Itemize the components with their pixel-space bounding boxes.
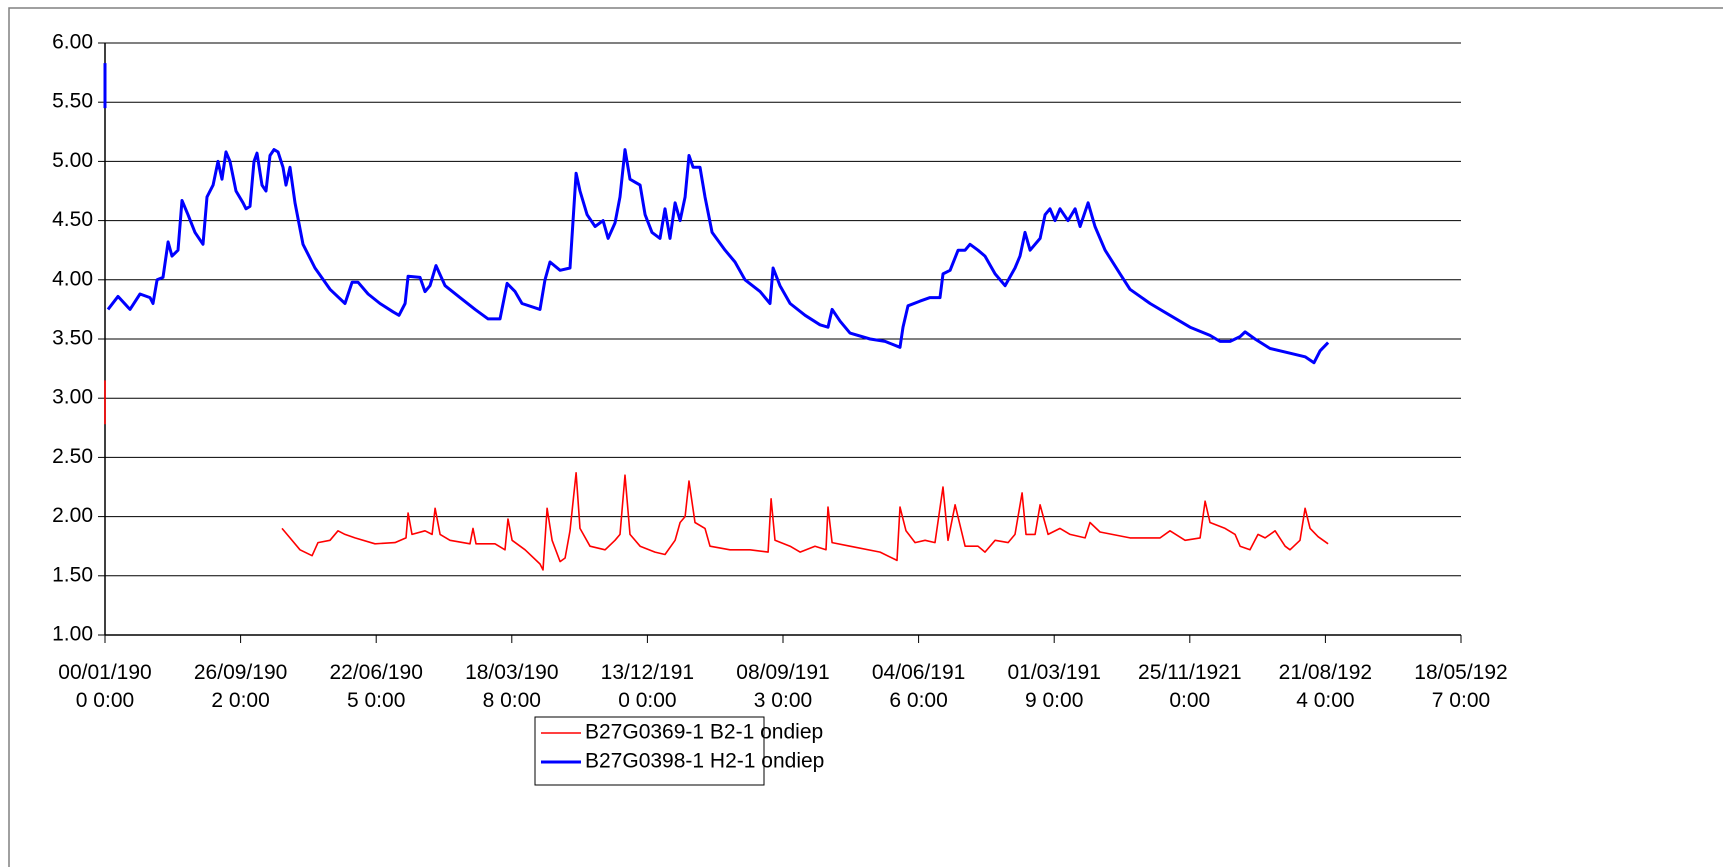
x-tick-label: 18/05/1927 0:00 [1414, 661, 1508, 712]
x-tick-label: 21/08/1924 0:00 [1278, 661, 1373, 712]
legend-box [534, 716, 765, 786]
x-tick-label: 00/01/1900 0:00 [58, 661, 152, 712]
x-tick-label: 26/09/1902 0:00 [193, 661, 288, 712]
x-tick-label: 13/12/1910 0:00 [600, 661, 695, 712]
x-tick-label: 25/11/1921 0:00 [1138, 661, 1242, 712]
x-tick-label: 22/06/1905 0:00 [329, 661, 423, 712]
x-tick-label: 04/06/1916 0:00 [871, 661, 966, 712]
y-tick-label: 3.00 [52, 386, 93, 409]
y-tick-label: 3.50 [52, 327, 93, 350]
y-tick-label: 1.50 [52, 563, 93, 586]
y-tick-label: 5.50 [52, 90, 93, 113]
chart-border [8, 7, 1723, 867]
y-tick-label: 5.00 [52, 149, 93, 172]
series-line [104, 380, 1329, 571]
y-tick-label: 4.50 [52, 208, 93, 231]
legend-label: B27G0369-1 B2-1 ondiep [585, 721, 823, 744]
y-tick-label: 2.50 [52, 445, 93, 468]
x-tick-label: 08/09/1913 0:00 [736, 661, 830, 712]
x-tick-label: 18/03/1908 0:00 [465, 661, 559, 712]
legend-label: B27G0398-1 H2-1 ondiep [585, 750, 824, 773]
y-tick-label: 2.00 [52, 504, 93, 527]
y-tick-label: 6.00 [52, 31, 93, 54]
y-tick-label: 1.00 [52, 623, 93, 646]
series-line [103, 63, 1330, 365]
x-tick-label: 01/03/1919 0:00 [1007, 661, 1101, 712]
y-tick-label: 4.00 [52, 267, 93, 290]
